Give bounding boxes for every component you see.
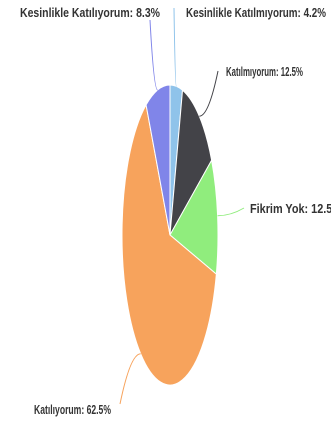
leader-line xyxy=(199,70,219,117)
pie-slice-fikrim-yok xyxy=(169,158,219,276)
data-label: Katılmıyorum: 12.5% xyxy=(226,64,303,79)
pie-slices xyxy=(121,84,219,386)
data-label: Fikrim Yok: 12.5% xyxy=(250,201,331,216)
leader-line xyxy=(149,19,159,91)
leader-line xyxy=(173,7,177,87)
leader-lines xyxy=(119,7,245,405)
leader-line xyxy=(119,353,141,405)
pie-slice-katılmıyorum xyxy=(169,89,213,236)
leader-line xyxy=(217,207,245,217)
data-labels: Kesinlikle Katılmıyorum: 4.2% Katılmıyoru… xyxy=(20,5,331,417)
data-label: Kesinlikle Katılmıyorum: 4.2% xyxy=(186,5,326,20)
data-label: Kesinlikle Katılıyorum: 8.3% xyxy=(20,5,160,20)
data-label: Katılıyorum: 62.5% xyxy=(34,402,111,417)
